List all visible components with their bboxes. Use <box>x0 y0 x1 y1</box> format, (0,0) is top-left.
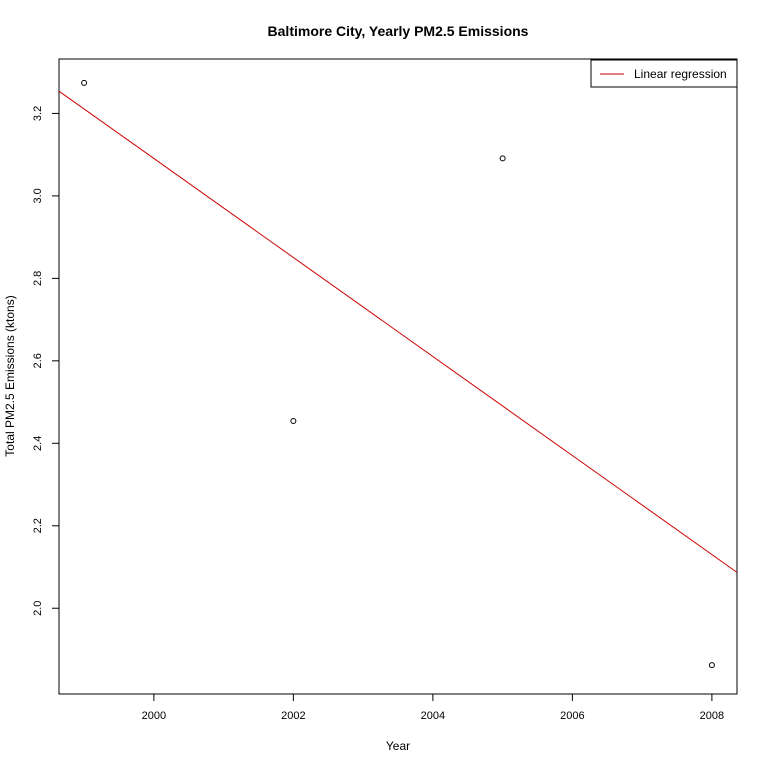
y-tick-label: 2.4 <box>32 436 44 451</box>
legend-label-regression: Linear regression <box>634 67 727 81</box>
x-tick-label: 2008 <box>700 710 724 722</box>
x-tick-label: 2004 <box>421 710 445 722</box>
x-tick-label: 2002 <box>281 710 305 722</box>
data-point <box>290 418 297 425</box>
y-axis-label: Total PM2.5 Emissions (ktons) <box>3 295 17 456</box>
y-tick-label: 3.2 <box>32 106 44 121</box>
y-tick-label: 2.2 <box>32 518 44 533</box>
data-point <box>81 79 88 86</box>
y-tick-label: 3.0 <box>32 188 44 203</box>
x-axis-label: Year <box>386 739 410 753</box>
y-tick-label: 2.6 <box>32 353 44 368</box>
y-tick-label: 2.8 <box>32 271 44 286</box>
regression-line <box>58 90 738 573</box>
x-tick-label: 2000 <box>142 710 166 722</box>
data-point <box>708 662 715 669</box>
y-tick-label: 2.0 <box>32 601 44 616</box>
data-point <box>499 155 506 162</box>
plot-frame <box>58 58 738 695</box>
legend: Linear regression <box>590 59 738 88</box>
chart-title: Baltimore City, Yearly PM2.5 Emissions <box>268 23 529 39</box>
y-axis: 2.0 2.2 2.4 2.6 2.8 3.0 3.2 <box>32 106 59 616</box>
data-points <box>81 79 715 669</box>
x-tick-label: 2006 <box>560 710 584 722</box>
plot-area <box>58 79 738 669</box>
x-axis: 2000 2002 2004 2006 2008 <box>142 694 724 722</box>
